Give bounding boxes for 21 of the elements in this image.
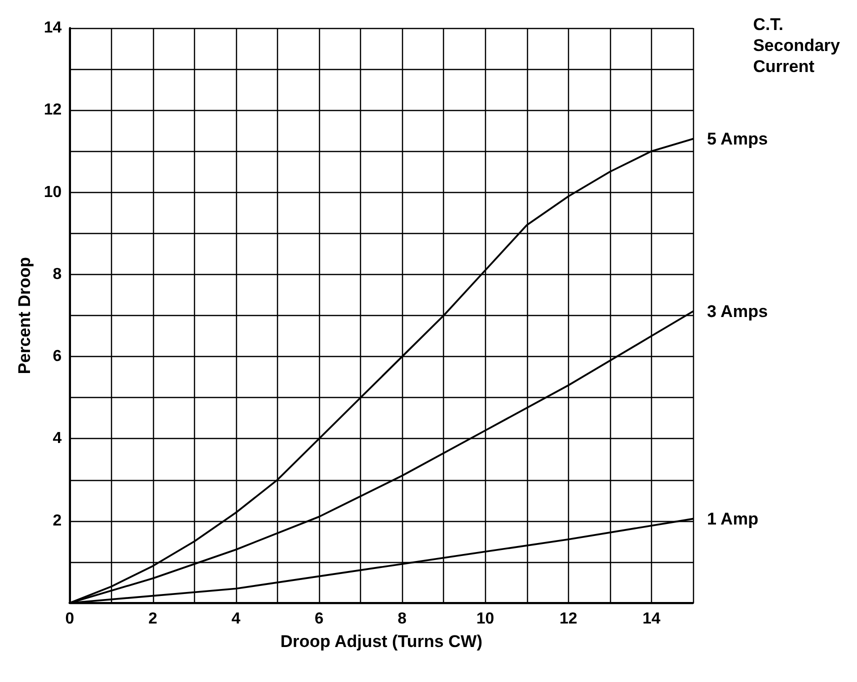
y-tick-label: 4 bbox=[52, 430, 62, 448]
series-label: 1 Amp bbox=[707, 509, 758, 528]
y-tick-label: 6 bbox=[52, 348, 62, 366]
y-tick-label: 8 bbox=[52, 266, 62, 283]
y-tick-label: 2 bbox=[52, 512, 62, 530]
x-tick-label: 2 bbox=[148, 610, 158, 628]
y-tick-label: 12 bbox=[44, 102, 62, 119]
y-axis-title: Percent Droop bbox=[15, 256, 34, 374]
series-label: 5 Amps bbox=[707, 129, 768, 148]
y-tick-label: 10 bbox=[44, 184, 62, 201]
x-tick-label: 14 bbox=[642, 610, 660, 628]
x-tick-label: 12 bbox=[559, 610, 578, 628]
x-tick-label: 6 bbox=[314, 610, 324, 628]
x-tick-label: 4 bbox=[231, 610, 240, 628]
legend-title: C.T. Secondary Current bbox=[753, 15, 841, 76]
x-tick-label: 0 bbox=[65, 610, 74, 628]
y-tick-label: 14 bbox=[44, 20, 62, 36]
x-axis-title: Droop Adjust (Turns CW) bbox=[280, 632, 482, 651]
series-label: 3 Amps bbox=[707, 302, 768, 321]
x-tick-label: 10 bbox=[476, 610, 494, 628]
x-tick-label: 8 bbox=[398, 610, 407, 628]
